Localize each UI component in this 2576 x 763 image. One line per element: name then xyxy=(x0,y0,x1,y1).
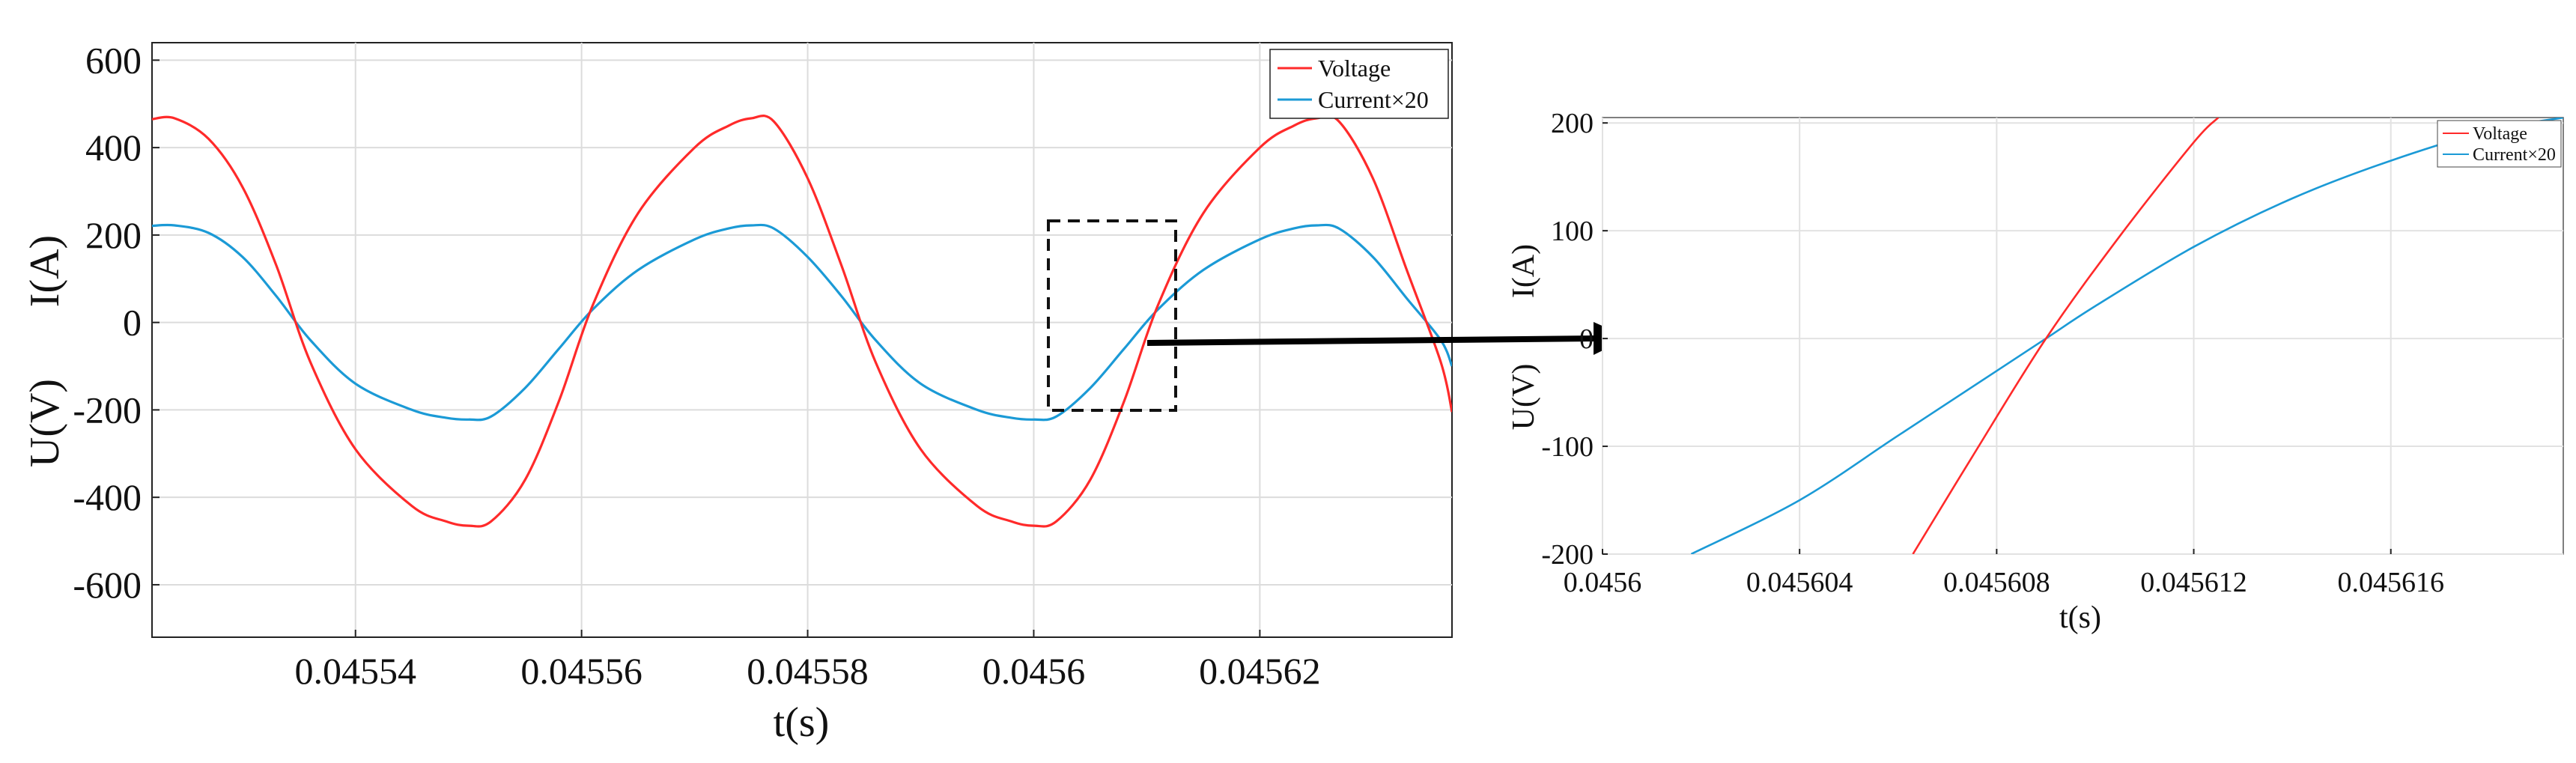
zoom-x-ticks: 0.0456 0.045604 0.045608 0.045612 0.045616 xyxy=(1564,549,2444,598)
main-series xyxy=(152,115,1452,528)
zoom-series xyxy=(1690,118,2563,554)
main-series-line-voltage xyxy=(152,115,1452,528)
main-x-tick-label: 0.04558 xyxy=(747,650,869,692)
main-x-tick-label: 0.04562 xyxy=(1199,650,1321,692)
main-series-line-current xyxy=(152,223,1452,422)
main-y-tick-label: 400 xyxy=(85,127,142,168)
zoom-y-tick-label: 0 xyxy=(1579,323,1594,355)
main-y-axis-title-top: I(A) xyxy=(22,235,68,307)
main-y-axis-title-bottom: U(V) xyxy=(22,379,68,467)
zoom-y-tick-label: 100 xyxy=(1551,216,1594,247)
zoom-x-tick-label: 0.045604 xyxy=(1746,567,1853,598)
zoom-x-tick-label: 0.045608 xyxy=(1943,567,2050,598)
zoom-x-axis-title: t(s) xyxy=(2059,601,2101,635)
main-x-tick-label: 0.0456 xyxy=(982,650,1086,692)
zoom-y-axis-title-top: I(A) xyxy=(1507,244,1541,298)
main-chart: 0.04554 0.04556 0.04558 0.0456 0.04562 600 40… xyxy=(22,39,1453,746)
zoom-legend: Voltage Current×20 xyxy=(2437,120,2562,168)
zoom-legend-box xyxy=(2437,120,2562,168)
main-x-axis-title: t(s) xyxy=(774,699,830,746)
zoom-y-axis-title-bottom: U(V) xyxy=(1507,364,1541,431)
main-legend-current-label: Current×20 xyxy=(1318,86,1429,113)
zoom-plot-area xyxy=(1602,117,2564,555)
main-y-tick-label: 600 xyxy=(85,39,142,81)
main-y-tick-label: -200 xyxy=(73,389,142,431)
main-y-tick-label: 0 xyxy=(123,302,142,344)
main-legend-box xyxy=(1269,49,1449,119)
zoom-x-tick-label: 0.045612 xyxy=(2140,567,2247,598)
main-x-tick-label: 0.04556 xyxy=(520,650,643,692)
main-grid xyxy=(152,43,1452,637)
zoom-arrow-shaft xyxy=(1146,335,1596,346)
zoomed-chart: 0.0456 0.045604 0.045608 0.045612 0.045616 2… xyxy=(1507,108,2564,635)
main-y-tick-label: 200 xyxy=(85,214,142,256)
zoom-y-tick-label: 200 xyxy=(1551,108,1594,139)
zoom-legend-current-label: Current×20 xyxy=(2473,145,2556,165)
zoom-series-line-voltage xyxy=(1912,118,2220,554)
main-legend: Voltage Current×20 xyxy=(1269,49,1449,119)
zoom-y-ticks: 200 100 0 -100 -200 xyxy=(1541,108,1608,571)
zoom-region-box xyxy=(1047,219,1177,412)
main-x-ticks: 0.04554 0.04556 0.04558 0.0456 0.04562 xyxy=(294,630,1321,692)
zoom-y-tick-label: -200 xyxy=(1541,539,1594,571)
zoom-grid xyxy=(1602,118,2563,555)
zoom-y-tick-label: -100 xyxy=(1541,431,1594,463)
main-y-ticks: 600 400 200 0 -200 -400 -600 xyxy=(73,39,160,606)
zoom-x-tick-label: 0.0456 xyxy=(1564,567,1642,598)
zoom-series-line-current xyxy=(1690,118,2563,554)
main-y-tick-label: -600 xyxy=(73,564,142,606)
main-x-tick-label: 0.04554 xyxy=(294,650,416,692)
main-legend-voltage-label: Voltage xyxy=(1318,55,1391,82)
zoom-x-tick-label: 0.045616 xyxy=(2337,567,2444,598)
zoom-legend-voltage-label: Voltage xyxy=(2473,124,2527,144)
main-y-tick-label: -400 xyxy=(73,476,142,518)
